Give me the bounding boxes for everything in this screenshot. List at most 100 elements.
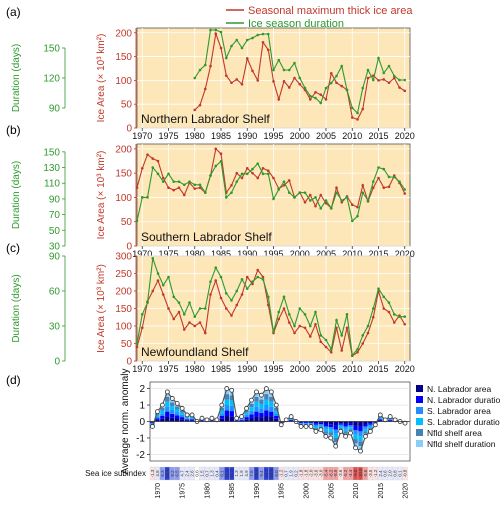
duration-point <box>214 164 218 168</box>
anomaly-bar-segment <box>318 424 324 426</box>
subindex-value: -3.0 <box>318 469 323 477</box>
x-tick-label: 1970 <box>155 483 162 499</box>
subindex-value: -5.2 <box>343 469 348 477</box>
area-point <box>293 331 296 335</box>
area-point <box>335 186 338 190</box>
duration-point <box>161 283 165 287</box>
anomaly-bar-segment <box>229 395 234 401</box>
anomaly-bar-segment <box>343 428 348 432</box>
anomaly-bar-segment <box>269 416 274 422</box>
anomaly-bar-segment <box>229 405 234 412</box>
anomaly-bar-segment <box>155 413 160 415</box>
legend-swatch <box>416 385 423 392</box>
x-tick-label: 2010 <box>342 249 362 259</box>
area-point <box>361 342 365 345</box>
total-point <box>328 435 334 441</box>
area-point <box>140 166 144 170</box>
anomaly-bar-segment <box>328 421 333 425</box>
duration-point <box>167 275 170 279</box>
area-tick-label: 100 <box>115 322 132 333</box>
area-point <box>382 186 386 190</box>
duration-point <box>224 56 228 60</box>
duration-point <box>382 71 386 75</box>
area-point <box>245 166 249 170</box>
area-point <box>266 48 270 52</box>
subindex-value: 6.5 <box>175 470 180 477</box>
duration-point <box>219 30 223 34</box>
total-point <box>244 405 249 411</box>
area-point <box>214 32 218 36</box>
duration-point <box>261 172 265 176</box>
subindex-value: 6.0 <box>274 470 279 477</box>
anomaly-bar-segment <box>179 417 185 420</box>
anomaly-bar-segment <box>368 423 373 425</box>
duration-point <box>377 287 380 290</box>
total-point <box>333 443 339 449</box>
anomaly-bar-segment <box>358 441 363 447</box>
anomaly-bar-segment <box>175 418 180 422</box>
anomaly-bar-segment <box>308 423 314 424</box>
x-tick-label: 2015 <box>378 483 385 499</box>
legend-label: Nfld shelf area <box>427 428 482 438</box>
duration-point <box>350 219 354 223</box>
panel-title: Northern Labrador Shelf <box>141 112 270 126</box>
anomaly-bar-segment <box>313 424 319 427</box>
area-tick-label: 200 <box>115 287 132 298</box>
subindex-value: 1.9 <box>289 470 294 477</box>
anomaly-bar-segment <box>303 421 309 423</box>
duration-point <box>324 338 328 342</box>
duration-point <box>140 196 144 199</box>
anomaly-bar-segment <box>288 419 294 420</box>
area-point <box>224 74 228 77</box>
anomaly-bar-segment <box>249 410 254 415</box>
x-tick-label: 1990 <box>237 249 257 259</box>
anomaly-bar-segment <box>165 406 170 412</box>
anomaly-bar-segment <box>269 391 274 397</box>
duration-tick-label: 0 <box>54 357 60 368</box>
anomaly-bar-segment <box>224 394 229 400</box>
panel-label-b: (b) <box>6 123 21 137</box>
area-point <box>272 176 275 180</box>
area-point <box>151 157 155 160</box>
anomaly-bar-segment <box>170 406 175 410</box>
area-point <box>140 326 144 330</box>
anomaly-bar-segment <box>264 416 269 422</box>
area-point <box>392 321 396 324</box>
area-axis-label: Ice Area (× 10³ km²) <box>96 264 107 353</box>
area-point <box>319 340 323 344</box>
anomaly-bar-segment <box>244 412 249 415</box>
duration-point <box>345 196 349 199</box>
duration-point <box>177 180 181 183</box>
duration-point <box>329 81 333 85</box>
total-line <box>151 387 406 453</box>
area-point <box>287 179 291 182</box>
area-point <box>361 183 365 187</box>
area-point <box>161 293 165 296</box>
area-point <box>193 108 197 112</box>
anomaly-bar-segment <box>165 416 170 422</box>
anomaly-bar-segment <box>368 426 373 429</box>
anomaly-bar-segment <box>244 410 249 413</box>
subindex-value: -5.6 <box>363 469 368 477</box>
area-point <box>135 345 139 349</box>
anomaly-bar-segment <box>333 425 338 430</box>
area-point <box>198 321 202 324</box>
area-point <box>287 321 291 324</box>
anomaly-bar-segment <box>219 418 225 422</box>
anomaly-bar-segment <box>368 421 373 424</box>
subindex-value: 0.7 <box>284 470 289 477</box>
duration-point <box>335 74 338 78</box>
anomaly-bar-segment <box>343 421 348 424</box>
anomaly-bar-segment <box>303 422 309 424</box>
legend-label: S. Labrador area <box>427 406 491 416</box>
area-point <box>308 335 312 338</box>
anomaly-bar-segment <box>249 403 254 408</box>
duration-tick-label: 90 <box>49 252 61 263</box>
x-tick-label: 2010 <box>353 483 360 499</box>
duration-tick-label: 150 <box>43 44 60 55</box>
duration-point <box>398 315 401 318</box>
anomaly-bar-segment <box>209 420 215 421</box>
duration-point <box>209 280 212 283</box>
total-point <box>367 428 373 434</box>
area-point <box>230 183 233 187</box>
